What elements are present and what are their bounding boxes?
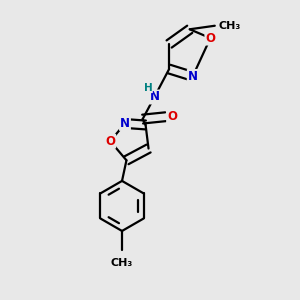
Text: N: N [120, 117, 130, 130]
Text: N: N [188, 70, 198, 83]
Text: H: H [144, 82, 152, 93]
Text: O: O [167, 110, 177, 123]
Text: CH₃: CH₃ [111, 258, 133, 268]
Text: O: O [105, 135, 115, 148]
Text: CH₃: CH₃ [218, 21, 241, 31]
Text: N: N [149, 91, 159, 103]
Text: O: O [206, 32, 215, 45]
